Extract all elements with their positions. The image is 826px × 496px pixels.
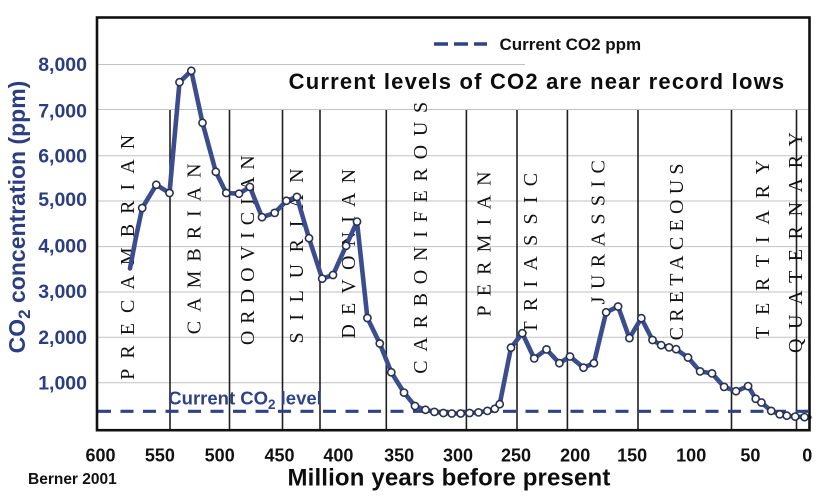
svg-text:400: 400 bbox=[323, 446, 353, 466]
svg-text:150: 150 bbox=[617, 446, 647, 466]
svg-text:Million years before present: Million years before present bbox=[288, 465, 611, 492]
svg-text:CRETACEOUS: CRETACEOUS bbox=[666, 158, 688, 340]
svg-text:Current CO2 level: Current CO2 level bbox=[168, 388, 322, 413]
svg-text:PERMIAN: PERMIAN bbox=[474, 162, 496, 316]
svg-text:8,000: 8,000 bbox=[38, 54, 87, 76]
svg-text:550: 550 bbox=[145, 446, 175, 466]
svg-text:2,000: 2,000 bbox=[38, 327, 87, 349]
svg-text:QUATERNARY: QUATERNARY bbox=[785, 122, 807, 353]
svg-text:TERTIARY: TERTIARY bbox=[752, 148, 774, 339]
svg-text:300: 300 bbox=[443, 446, 473, 466]
svg-text:6,000: 6,000 bbox=[38, 146, 87, 168]
svg-text:DEVONIAN: DEVONIAN bbox=[338, 160, 360, 339]
svg-text:3,000: 3,000 bbox=[38, 281, 87, 303]
svg-text:Berner 2001: Berner 2001 bbox=[28, 471, 117, 488]
svg-text:PRECAMBRIAN: PRECAMBRIAN bbox=[117, 125, 139, 380]
svg-text:TRIASSIC: TRIASSIC bbox=[520, 163, 542, 334]
svg-text:600: 600 bbox=[85, 446, 115, 466]
svg-text:450: 450 bbox=[264, 446, 294, 466]
svg-text:SILURIAN: SILURIAN bbox=[286, 157, 308, 344]
svg-text:0: 0 bbox=[802, 446, 812, 466]
svg-text:50: 50 bbox=[740, 446, 760, 466]
svg-text:JURASSIC: JURASSIC bbox=[588, 153, 610, 305]
svg-text:350: 350 bbox=[384, 446, 414, 466]
svg-text:Current levels of CO2 are near: Current levels of CO2 are near record lo… bbox=[289, 69, 786, 94]
svg-text:1,000: 1,000 bbox=[38, 372, 87, 394]
svg-text:Current CO2 ppm: Current CO2 ppm bbox=[500, 35, 642, 54]
svg-text:CARBONIFEROUS: CARBONIFEROUS bbox=[410, 93, 432, 374]
svg-text:7,000: 7,000 bbox=[38, 101, 87, 123]
svg-text:200: 200 bbox=[560, 446, 590, 466]
svg-text:CO2 concentration (ppm): CO2 concentration (ppm) bbox=[4, 81, 34, 354]
svg-text:ORDOVICIAN: ORDOVICIAN bbox=[237, 148, 259, 345]
svg-text:250: 250 bbox=[501, 446, 531, 466]
svg-text:5,000: 5,000 bbox=[38, 189, 87, 211]
svg-text:CAMBRIAN: CAMBRIAN bbox=[184, 154, 206, 334]
svg-text:100: 100 bbox=[676, 446, 706, 466]
svg-text:500: 500 bbox=[205, 446, 235, 466]
svg-text:4,000: 4,000 bbox=[38, 235, 87, 257]
